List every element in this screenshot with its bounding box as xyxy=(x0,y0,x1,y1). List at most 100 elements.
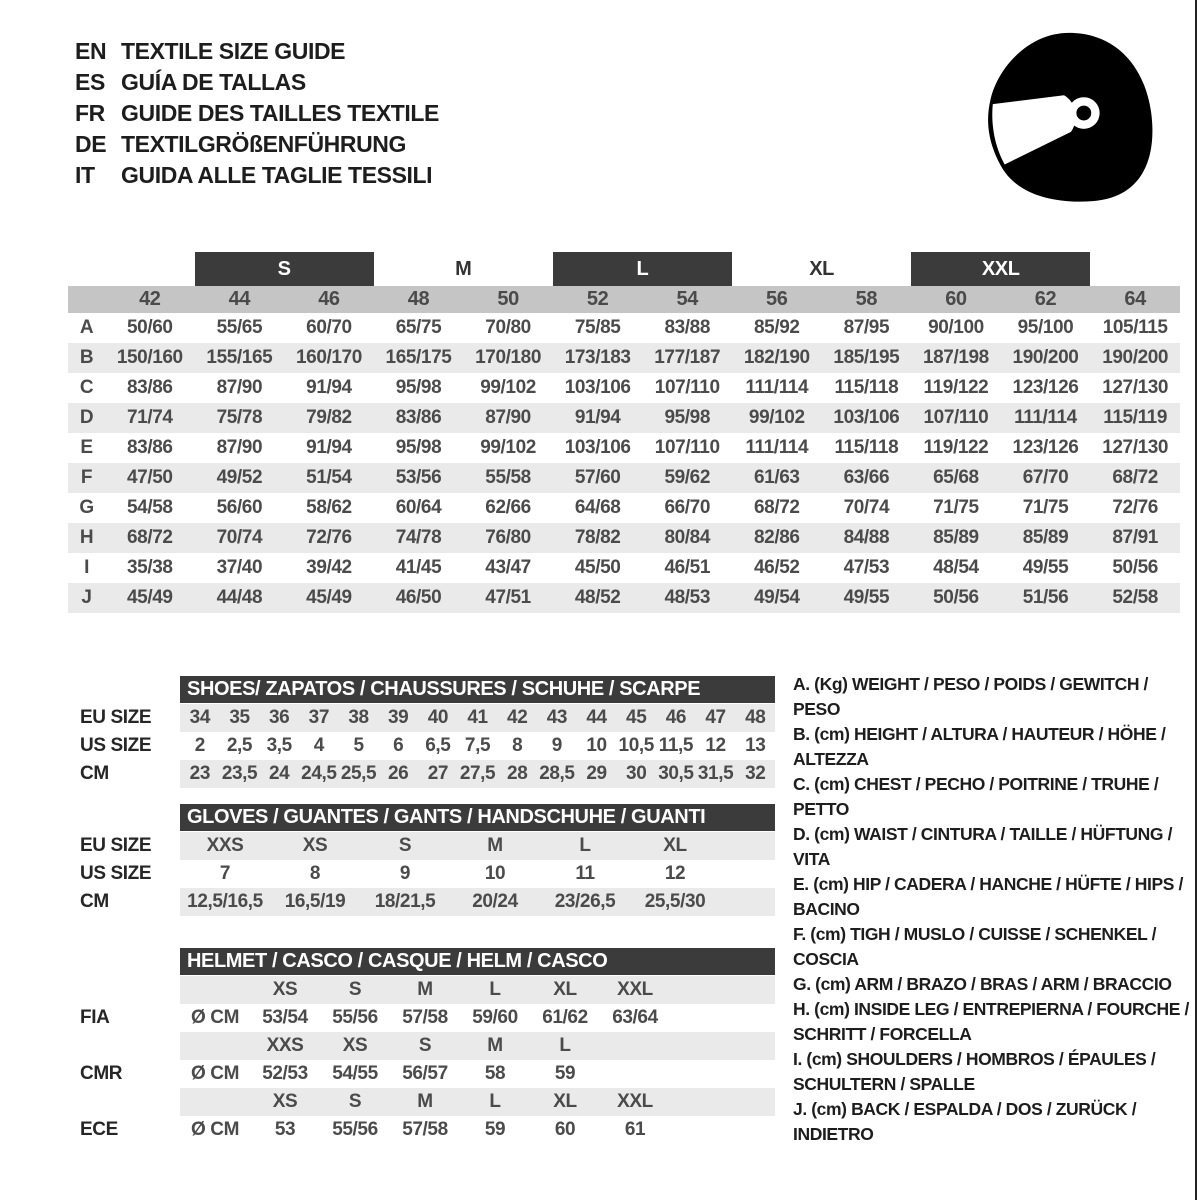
gloves-us-size-label: US SIZE xyxy=(80,863,152,884)
shoes-eu-size-label: EU SIZE xyxy=(80,707,152,728)
measurement-row-e: E 83/86 87/90 91/94 95/98 99/102 103/106 107/11… xyxy=(68,433,1180,463)
language-code: ES xyxy=(75,69,105,95)
size-cell: 10 xyxy=(484,863,506,884)
measurement-cell: 62/66 xyxy=(485,497,531,518)
numeric-size: 52 xyxy=(586,288,609,310)
size-band-row: S M L XL XXL xyxy=(68,252,1180,286)
measurement-cell: 182/190 xyxy=(743,347,810,368)
size-cell: 6 xyxy=(393,735,404,756)
measurement-cell: 95/100 xyxy=(1017,317,1074,338)
legend-item: H. (cm) INSIDE LEG / ENTREPIERNA / FOURC… xyxy=(793,999,1189,1044)
size-cell: 58 xyxy=(484,1063,506,1084)
measurement-cell: 85/89 xyxy=(933,527,979,548)
shoes-cm-row: 23 23,5 24 24,5 25,5 26 27 27,5 28 28,5 29 30 30,5 31… xyxy=(180,760,775,788)
size-cell: 61/62 xyxy=(542,1007,588,1028)
numeric-size: 46 xyxy=(318,288,340,310)
legend-item: D. (cm) WAIST / CINTURA / TAILLE / HÜFTU… xyxy=(793,824,1173,869)
size-cell: XL xyxy=(663,835,687,856)
language-row-it: IT GUIDA ALLE TAGLIE TESSILI xyxy=(75,160,439,191)
measurement-cell: 115/118 xyxy=(834,437,899,458)
measurement-cell: 91/94 xyxy=(306,437,352,458)
measurement-cell: 123/126 xyxy=(1012,437,1079,458)
measurement-cell: 51/56 xyxy=(1022,587,1069,608)
band-spacer xyxy=(68,252,105,286)
helmet-cmr-size-header-row: XXS XS S M L xyxy=(180,1032,775,1060)
size-cell: 46 xyxy=(665,707,687,728)
measurement-row-c: C 83/86 87/90 91/94 95/98 99/102 103/106 107/11… xyxy=(68,373,1180,403)
measurement-cell: 66/70 xyxy=(664,497,710,518)
measurement-row-d: D 71/74 75/78 79/82 83/86 87/90 91/94 95/98 99/1… xyxy=(68,403,1180,433)
measurement-cell: 46/51 xyxy=(664,557,710,578)
measurement-cell: 111/114 xyxy=(745,377,809,398)
measurement-cell: 55/58 xyxy=(485,467,531,488)
unit-label: Ø CM xyxy=(190,1119,239,1140)
measurement-cell: 53/56 xyxy=(395,467,442,488)
measurement-cell: 46/52 xyxy=(754,557,800,578)
measurement-cell: 119/122 xyxy=(923,437,989,458)
row-label: G xyxy=(79,497,94,518)
measurement-cell: 87/90 xyxy=(216,377,263,398)
helmet-fia-size-header-row: XS S M L XL XXL xyxy=(180,976,775,1004)
measurement-cell: 46/50 xyxy=(395,587,442,608)
size-cell: 31,5 xyxy=(697,763,734,784)
measurement-cell: 41/45 xyxy=(395,557,442,578)
measurement-row-j: J 45/49 44/48 45/49 46/50 47/51 48/52 48/53 49/5… xyxy=(68,583,1180,613)
measurement-cell: 54/58 xyxy=(127,497,173,518)
helmet-fia-label: FIA xyxy=(80,1007,110,1028)
measurement-cell: 80/84 xyxy=(664,527,710,548)
size-cell: 55/56 xyxy=(332,1119,378,1140)
measurement-cell: 52/58 xyxy=(1112,587,1158,608)
measurement-cell: 45/49 xyxy=(306,587,352,608)
size-cell: 35 xyxy=(229,707,250,728)
measurement-cell: 49/54 xyxy=(754,587,800,608)
gloves-cm-label: CM xyxy=(80,891,109,912)
size-cell: S xyxy=(348,979,362,1000)
size-cell: S xyxy=(418,1035,432,1056)
size-cell: 12 xyxy=(664,863,686,884)
guide-title: TEXTILE SIZE GUIDE xyxy=(121,38,346,64)
measurement-cell: 84/88 xyxy=(843,527,890,548)
size-cell: XXL xyxy=(617,979,653,1000)
measurement-cell: 155/165 xyxy=(206,347,273,368)
size-cell: 10,5 xyxy=(618,735,655,756)
measurement-cell: 99/102 xyxy=(748,407,805,428)
measurement-cell: 65/68 xyxy=(933,467,979,488)
legend-item: C. (cm) CHEST / PECHO / POITRINE / TRUHE… xyxy=(793,774,1159,819)
gloves-table-title: GLOVES / GUANTES / GANTS / HANDSCHUHE / … xyxy=(180,804,775,831)
size-cell: XXS xyxy=(266,1035,304,1056)
row-lead-spacer xyxy=(180,1088,250,1116)
measurement-cell: 165/175 xyxy=(385,347,452,368)
measurement-cell: 127/130 xyxy=(1102,437,1169,458)
size-cell: XL xyxy=(553,979,577,1000)
measurement-cell: 51/54 xyxy=(306,467,352,488)
size-cell: 7,5 xyxy=(464,735,491,756)
helmet-ece-values-row: Ø CM 53 55/56 57/58 59 60 61 xyxy=(180,1116,775,1144)
measurement-cell: 48/52 xyxy=(574,587,621,608)
legend-item: B. (cm) HEIGHT / ALTURA / HAUTEUR / HÖHE… xyxy=(793,724,1166,769)
size-cell: 41 xyxy=(467,707,488,728)
size-cell: M xyxy=(487,835,503,856)
size-cell: 24,5 xyxy=(301,763,337,784)
size-cell: 18/21,5 xyxy=(374,891,436,912)
size-cell: 40 xyxy=(427,707,449,728)
size-cell: 25,5 xyxy=(340,763,377,784)
helmet-table-title: HELMET / CASCO / CASQUE / HELM / CASCO xyxy=(180,948,775,975)
measurement-cell: 68/72 xyxy=(1112,467,1158,488)
size-cell: 7 xyxy=(219,863,231,884)
measurement-cell: 160/170 xyxy=(295,347,362,368)
row-label: C xyxy=(79,377,94,398)
measurement-cell: 85/89 xyxy=(1022,527,1069,548)
size-cell: 59/60 xyxy=(472,1007,518,1028)
measurement-cell: 95/98 xyxy=(395,437,442,458)
size-cell: 53/54 xyxy=(262,1007,308,1028)
size-cell: 59 xyxy=(554,1063,576,1084)
size-cell: M xyxy=(487,1035,503,1056)
size-cell: 12,5/16,5 xyxy=(187,891,263,912)
size-cell: 8 xyxy=(309,863,321,884)
size-cell: 6,5 xyxy=(425,735,451,756)
helmet-cmr-values-row: Ø CM 52/53 54/55 56/57 58 59 xyxy=(180,1060,775,1088)
size-cell: XS xyxy=(342,1035,368,1056)
size-cell: S xyxy=(348,1091,362,1112)
measurement-cell: 170/180 xyxy=(475,347,542,368)
measurement-cell: 49/55 xyxy=(1022,557,1069,578)
